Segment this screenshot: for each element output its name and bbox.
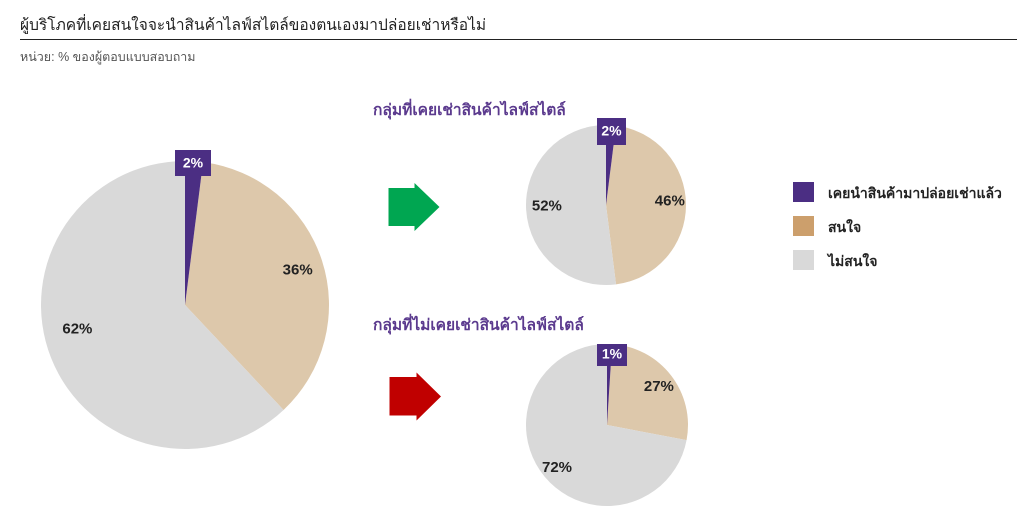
svg-text:52%: 52%: [532, 197, 562, 214]
svg-text:2%: 2%: [183, 155, 204, 171]
svg-text:1%: 1%: [602, 346, 623, 362]
svg-text:27%: 27%: [644, 378, 674, 395]
svg-text:36%: 36%: [283, 261, 313, 278]
svg-text:46%: 46%: [655, 192, 685, 209]
svg-text:62%: 62%: [62, 320, 92, 337]
svg-text:2%: 2%: [601, 123, 622, 139]
svg-text:72%: 72%: [542, 459, 572, 476]
